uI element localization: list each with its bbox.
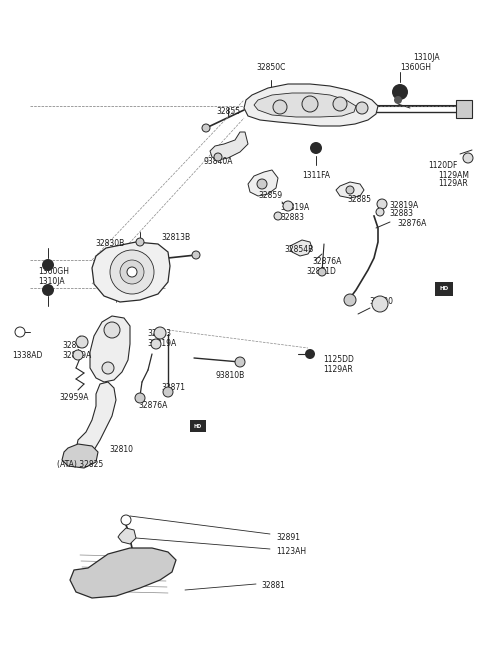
- Polygon shape: [254, 93, 356, 117]
- Text: 32871D: 32871D: [306, 267, 336, 275]
- Circle shape: [376, 208, 384, 216]
- Text: 32810: 32810: [109, 445, 133, 455]
- Text: 1123AH: 1123AH: [276, 547, 306, 556]
- Circle shape: [73, 350, 83, 360]
- Text: 32885: 32885: [347, 196, 371, 204]
- Circle shape: [257, 179, 267, 189]
- Text: 32830B: 32830B: [96, 240, 125, 248]
- Text: 1311FA: 1311FA: [302, 171, 330, 179]
- Circle shape: [214, 153, 222, 161]
- Text: 1338AD: 1338AD: [12, 350, 42, 359]
- Polygon shape: [336, 182, 364, 198]
- Circle shape: [273, 100, 287, 114]
- Text: (ATA) 32825: (ATA) 32825: [57, 459, 103, 468]
- Circle shape: [110, 250, 154, 294]
- Circle shape: [392, 84, 408, 100]
- Circle shape: [163, 387, 173, 397]
- Text: 32959A: 32959A: [59, 394, 88, 403]
- Text: 32813B: 32813B: [161, 233, 191, 242]
- Text: 32850C: 32850C: [256, 64, 286, 72]
- Text: 1129AM: 1129AM: [438, 171, 469, 179]
- Text: 1360GH: 1360GH: [400, 64, 431, 72]
- Text: 93810B: 93810B: [216, 371, 245, 380]
- Circle shape: [356, 102, 368, 114]
- Circle shape: [136, 238, 144, 246]
- Circle shape: [120, 260, 144, 284]
- Circle shape: [202, 124, 210, 132]
- Text: 32883: 32883: [280, 212, 304, 221]
- Circle shape: [372, 296, 388, 312]
- Text: 32819A: 32819A: [280, 204, 309, 212]
- Circle shape: [42, 259, 54, 271]
- Text: 32876A: 32876A: [397, 219, 426, 227]
- Circle shape: [346, 186, 354, 194]
- Text: 32891: 32891: [276, 533, 300, 541]
- Text: 93840A: 93840A: [204, 158, 233, 166]
- Polygon shape: [70, 548, 176, 598]
- Circle shape: [102, 362, 114, 374]
- Polygon shape: [210, 132, 248, 160]
- Text: 32819A: 32819A: [147, 338, 176, 348]
- Polygon shape: [90, 316, 130, 382]
- Circle shape: [151, 339, 161, 349]
- Polygon shape: [76, 382, 116, 456]
- Circle shape: [15, 327, 25, 337]
- Circle shape: [283, 201, 293, 211]
- Text: HD: HD: [194, 424, 202, 428]
- Circle shape: [135, 393, 145, 403]
- Circle shape: [235, 357, 245, 367]
- Text: 32881: 32881: [261, 581, 285, 591]
- Circle shape: [76, 336, 88, 348]
- Circle shape: [333, 97, 347, 111]
- Circle shape: [344, 294, 356, 306]
- Bar: [435, 282, 453, 296]
- Circle shape: [377, 199, 387, 209]
- Polygon shape: [244, 84, 378, 126]
- Text: 32876A: 32876A: [138, 401, 168, 411]
- Text: 32819A: 32819A: [389, 200, 418, 210]
- Polygon shape: [118, 528, 136, 544]
- Text: 32855: 32855: [216, 106, 240, 116]
- Text: 1310JA: 1310JA: [38, 277, 65, 286]
- Text: 32883: 32883: [147, 328, 171, 338]
- Circle shape: [121, 515, 131, 525]
- Text: 32854B: 32854B: [284, 246, 313, 254]
- Circle shape: [274, 212, 282, 220]
- Text: 1125DD: 1125DD: [323, 355, 354, 365]
- Circle shape: [394, 96, 402, 104]
- Circle shape: [42, 284, 54, 296]
- Circle shape: [463, 153, 473, 163]
- Text: 32876A: 32876A: [312, 256, 341, 265]
- Polygon shape: [248, 170, 278, 196]
- Bar: [456, 100, 472, 118]
- Text: 1129AR: 1129AR: [323, 365, 353, 373]
- Text: 32883: 32883: [389, 210, 413, 219]
- Circle shape: [310, 142, 322, 154]
- Text: 1310JA: 1310JA: [413, 53, 440, 62]
- Polygon shape: [62, 444, 98, 468]
- Circle shape: [192, 251, 200, 259]
- Text: 1120DF: 1120DF: [428, 162, 457, 171]
- Circle shape: [302, 96, 318, 112]
- Circle shape: [127, 267, 137, 277]
- Circle shape: [318, 268, 326, 276]
- Bar: [190, 420, 206, 432]
- Text: 32871: 32871: [161, 384, 185, 392]
- Circle shape: [104, 322, 120, 338]
- Circle shape: [154, 327, 166, 339]
- Text: HD: HD: [439, 286, 449, 292]
- Text: 32883: 32883: [62, 342, 86, 350]
- Text: 1129AR: 1129AR: [438, 179, 468, 189]
- Text: 32820: 32820: [369, 298, 393, 307]
- Text: 32859: 32859: [258, 191, 282, 200]
- Text: 1360GH: 1360GH: [38, 267, 69, 277]
- Polygon shape: [290, 240, 312, 256]
- Text: 32819A: 32819A: [62, 351, 91, 361]
- Circle shape: [305, 349, 315, 359]
- Polygon shape: [92, 242, 170, 302]
